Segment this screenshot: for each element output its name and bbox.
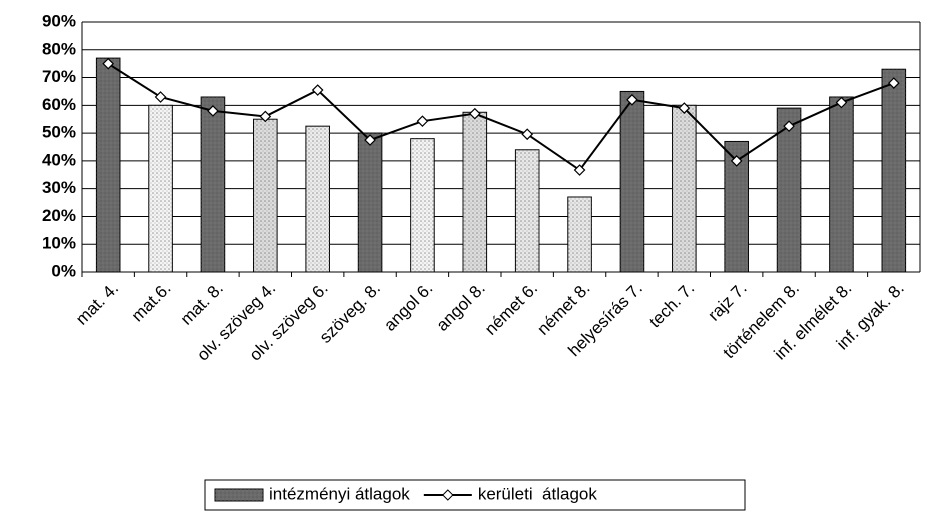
legend-box bbox=[204, 479, 746, 511]
line-marker bbox=[887, 77, 900, 89]
bar-texture bbox=[148, 105, 173, 272]
line-marker bbox=[154, 91, 167, 103]
y-tick-label: 80% bbox=[42, 39, 76, 58]
line-marker bbox=[678, 102, 691, 114]
line-marker bbox=[573, 164, 586, 176]
bar-texture bbox=[620, 91, 644, 272]
line-marker bbox=[259, 110, 272, 123]
line-marker bbox=[626, 93, 638, 106]
x-tick-label: rajz 7. bbox=[705, 279, 751, 325]
x-tick-label: tech. 7. bbox=[645, 279, 698, 332]
bar-texture bbox=[463, 112, 487, 273]
x-tick-label: mat. 8. bbox=[177, 279, 227, 329]
x-tick-label: angol 6. bbox=[380, 279, 436, 335]
legend-label: intézményi átlagok bbox=[269, 484, 410, 503]
legend: intézményi átlagok kerületi átlagok bbox=[204, 479, 746, 511]
legend-marker bbox=[442, 489, 454, 501]
y-tick-label: 90% bbox=[42, 11, 76, 30]
bar-texture bbox=[96, 58, 120, 272]
bar-texture bbox=[829, 97, 854, 272]
y-tick-label: 30% bbox=[42, 178, 76, 197]
x-tick-label: mat.6. bbox=[128, 279, 175, 326]
y-tick-label: 50% bbox=[42, 123, 76, 142]
bar-texture bbox=[777, 108, 801, 272]
y-tick-label: 0% bbox=[51, 261, 76, 280]
bar-texture bbox=[410, 138, 435, 272]
bar-texture bbox=[882, 69, 906, 272]
y-tick-label: 60% bbox=[42, 95, 76, 114]
line-marker bbox=[835, 96, 848, 109]
line-marker bbox=[416, 115, 429, 128]
bar-texture bbox=[724, 141, 749, 272]
legend-label: kerületi átlagok bbox=[478, 484, 598, 503]
bar-texture bbox=[567, 197, 592, 272]
line bbox=[107, 62, 895, 172]
y-tick-label: 10% bbox=[42, 234, 76, 253]
line-marker bbox=[468, 107, 481, 120]
bar-texture bbox=[201, 97, 225, 272]
x-tick-label: mat. 4. bbox=[72, 279, 122, 329]
bar-texture bbox=[672, 105, 697, 272]
legend-swatch-texture bbox=[215, 489, 263, 501]
line-marker bbox=[311, 84, 324, 96]
line-marker bbox=[102, 57, 115, 70]
x-tick-label: angol 8. bbox=[433, 279, 489, 335]
line-marker bbox=[783, 120, 795, 133]
line-marker bbox=[730, 155, 743, 167]
line-marker bbox=[364, 134, 376, 146]
bar-texture bbox=[515, 149, 539, 272]
bar-texture bbox=[358, 133, 382, 272]
line-marker bbox=[207, 105, 219, 117]
line-marker bbox=[521, 128, 534, 141]
y-tick-label: 70% bbox=[42, 67, 76, 86]
bar-texture bbox=[253, 119, 278, 272]
y-tick-label: 40% bbox=[42, 150, 76, 169]
x-tick-label: német 6. bbox=[481, 279, 541, 339]
bar-texture bbox=[305, 126, 330, 273]
y-tick-label: 20% bbox=[42, 206, 76, 225]
